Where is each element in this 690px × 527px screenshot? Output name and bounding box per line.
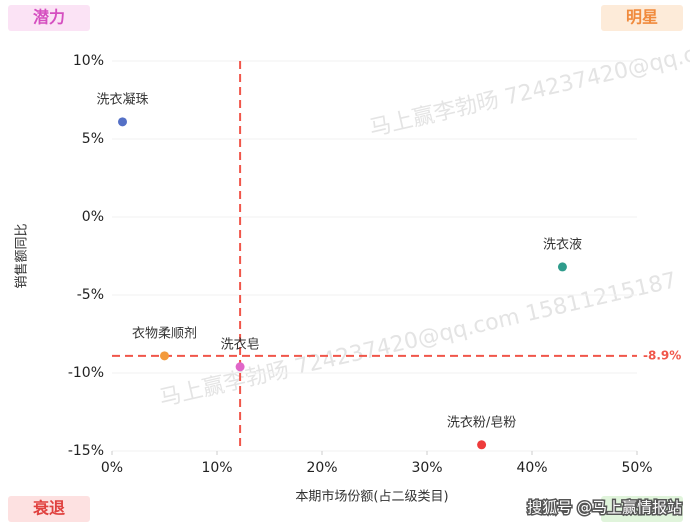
point [160,351,169,361]
reference-label: -8.9% [643,348,681,362]
y-tick-label: 5% [82,131,104,147]
point-label: 洗衣液 [543,236,582,252]
y-tick-label: -10% [68,365,104,381]
y-tick-label: 0% [82,209,104,225]
quadrant-badge [601,496,683,522]
footer: 搜狐号 @马上赢情报站 [527,499,682,517]
point [477,440,487,450]
y-tick-label: 10% [73,53,104,69]
point-label: 洗衣皂 [221,336,260,352]
y-tick-label: -5% [77,287,104,303]
point [118,117,127,127]
quadrant-label: 潜力 [33,8,65,27]
x-tick-label: 10% [201,460,232,476]
x-tick-label: 40% [516,460,547,476]
x-tick-label: 20% [306,460,337,476]
quadrant-label: 衰退 [32,499,65,518]
point-label: 衣物柔顺剂 [132,325,197,341]
y-axis-title: 销售额同比 [14,223,30,288]
quadrant-badge [8,5,90,31]
x-tick-label: 30% [411,460,442,476]
x-tick-label: 50% [621,460,652,476]
point [557,262,567,272]
point [235,362,245,372]
y-tick-label: -15% [68,443,104,459]
quadrant-label: 明星 [626,8,658,27]
x-axis-title: 本期市场份额(占二级类目) [295,489,448,505]
point-label: 洗衣凝珠 [96,91,148,107]
quadrant-badge [8,496,90,522]
x-tick-label: 0% [101,460,123,476]
point-label: 洗衣粉/皂粉 [447,414,516,430]
quadrant-badge [601,5,683,31]
